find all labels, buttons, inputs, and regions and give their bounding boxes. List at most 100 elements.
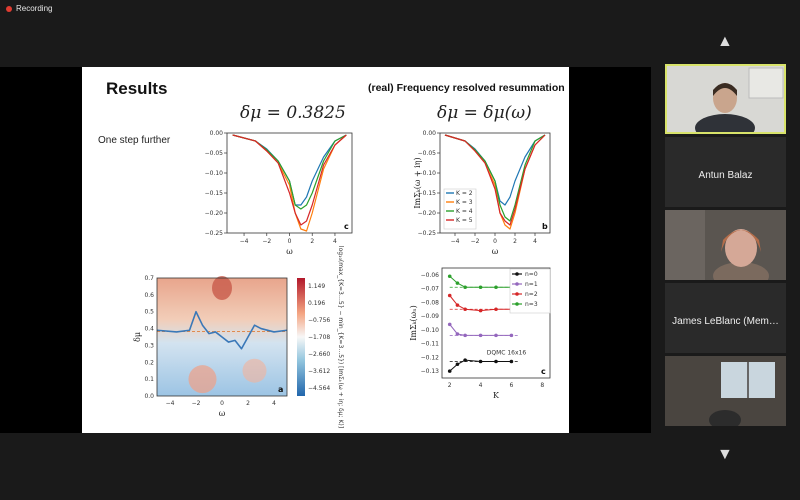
participant-tile-2[interactable]: Antun Balaz — [665, 137, 786, 207]
y-tick-label: −0.09 — [421, 313, 440, 320]
legend-marker — [515, 282, 519, 286]
y-tick-label: −0.13 — [421, 368, 440, 375]
shared-slide: Results (real) Frequency resolved resumm… — [82, 67, 569, 433]
scroll-up-icon[interactable]: ▲ — [717, 33, 733, 50]
data-point — [478, 333, 483, 338]
y-tick-label: −0.05 — [205, 150, 224, 157]
data-point — [447, 369, 452, 373]
series-line — [232, 134, 347, 226]
data-point — [478, 359, 483, 364]
y-axis-label: ImΣₖ(ωₙ) — [409, 305, 418, 341]
record-dot-icon — [6, 5, 12, 12]
y-tick-label: 0.2 — [144, 359, 154, 366]
chart-c-top: −4 −2 0 2 4 0.00 −0.05 −0.10 −0.15 −0.20 −0.25 ω c — [205, 130, 353, 256]
x-tick-label: 8 — [540, 382, 544, 389]
data-point — [463, 358, 467, 362]
heatmap-hotspot — [188, 365, 217, 394]
x-tick-label: 2 — [513, 238, 517, 245]
colorbar-tick-label: −4.564 — [308, 385, 330, 392]
y-tick-label: −0.06 — [421, 272, 440, 279]
slide-title: Results — [106, 79, 168, 98]
y-tick-label: −0.12 — [421, 354, 440, 361]
data-point — [494, 307, 498, 312]
x-tick-label: 2 — [448, 382, 452, 389]
y-tick-label: 0.0 — [144, 393, 154, 400]
legend-marker — [515, 272, 519, 276]
heatmap-hotspot — [212, 276, 232, 300]
panel-letter: c — [344, 222, 349, 231]
y-tick-label: −0.15 — [205, 190, 224, 197]
y-axis-label: δμ — [133, 332, 142, 342]
x-tick-label: 4 — [333, 238, 337, 245]
panel-letter: c — [541, 367, 546, 376]
data-point — [494, 359, 498, 364]
x-tick-label: −2 — [262, 238, 271, 245]
x-tick-label: −4 — [240, 238, 249, 245]
y-tick-label: −0.20 — [418, 210, 437, 217]
chart-a-heatmap: −4 −2 0 2 4 0.0 0.1 0.2 0.3 0.4 0.5 0.6 0.7 ω δμ a 1.149… — [133, 246, 344, 428]
scroll-down-icon[interactable]: ▼ — [717, 446, 733, 463]
participant-tile-1[interactable] — [665, 64, 786, 142]
legend-label: n=2 — [525, 291, 538, 298]
x-tick-label: 6 — [510, 382, 514, 389]
slide-subtitle: (real) Frequency resolved resummation — [368, 82, 565, 94]
y-tick-label: −0.07 — [421, 286, 440, 293]
data-point — [455, 303, 460, 307]
participant-tile-5[interactable] — [665, 356, 786, 430]
legend-marker — [515, 292, 519, 296]
y-tick-label: 0.4 — [144, 326, 154, 333]
x-tick-label: 4 — [479, 382, 483, 389]
colorbar-label: log₁₀(max_{K=3…5} − min_{K=3…5}) [ImΣₖ(ω… — [337, 246, 344, 428]
participant-tile-3[interactable] — [665, 210, 786, 290]
y-tick-label: 0.3 — [144, 342, 154, 349]
chart-panel-c-top: −4 −2 0 2 4 0.00 −0.05 −0.10 −0.15 −0.20 −0.25 ω c — [202, 125, 362, 256]
x-tick-label: −4 — [451, 238, 460, 245]
legend-label: K = 4 — [456, 208, 473, 215]
plot-frame — [156, 277, 288, 397]
data-point — [509, 333, 514, 338]
annotation-label: DQMC 16x16 — [487, 350, 527, 357]
series-line — [449, 295, 512, 312]
participant-video-3 — [665, 210, 786, 290]
participant-video-1 — [667, 66, 784, 142]
y-tick-label: 0.5 — [144, 309, 154, 316]
colorbar-tick-label: −1.708 — [308, 334, 330, 341]
chart-panel-c-bottom: 2 4 6 8 −0.06 −0.07 −0.08 −0.09 −0.10 −0.11 −0.12 −… — [409, 262, 557, 407]
y-tick-label: −0.15 — [418, 190, 437, 197]
y-axis-label: ImΣₖ(ω + iη) — [413, 157, 422, 208]
y-tick-label: 0.6 — [144, 292, 154, 299]
data-point — [455, 332, 460, 336]
legend-label: K = 2 — [456, 190, 473, 197]
participant-video-5 — [665, 356, 786, 430]
participant-name-2: Antun Balaz — [698, 170, 753, 181]
panel-letter: b — [542, 222, 548, 231]
panel-letter: a — [278, 385, 283, 394]
series-line — [232, 134, 347, 210]
data-point — [447, 322, 452, 327]
y-tick-label: −0.25 — [205, 230, 224, 237]
x-tick-label: −4 — [166, 400, 175, 407]
colorbar-tick-label: −0.756 — [308, 317, 330, 324]
x-tick-label: 0 — [288, 238, 292, 245]
side-note: One step further — [98, 135, 171, 146]
data-point — [478, 285, 483, 290]
data-point — [509, 359, 514, 364]
participant-tile-4[interactable]: James LeBlanc (Mem… — [665, 283, 786, 353]
legend-label: n=1 — [525, 281, 538, 288]
chart-panel-b: −4 −2 0 2 4 0.00 −0.05 −0.10 −0.15 −0.20 −0.25 ω ImΣ… — [412, 125, 557, 256]
legend-label: n=3 — [525, 301, 538, 308]
x-tick-label: 0 — [220, 400, 224, 407]
colorbar-tick-label: −2.660 — [308, 351, 330, 358]
data-point — [463, 307, 467, 312]
y-tick-label: −0.08 — [421, 299, 440, 306]
y-tick-label: −0.05 — [418, 150, 437, 157]
data-point — [455, 281, 460, 285]
x-axis-label: ω — [286, 247, 293, 256]
data-point — [463, 285, 467, 290]
data-point — [463, 333, 467, 338]
data-point — [447, 293, 452, 298]
colorbar-tick-label: −3.612 — [308, 368, 330, 375]
series-line — [449, 324, 512, 336]
y-tick-label: −0.10 — [421, 327, 440, 334]
